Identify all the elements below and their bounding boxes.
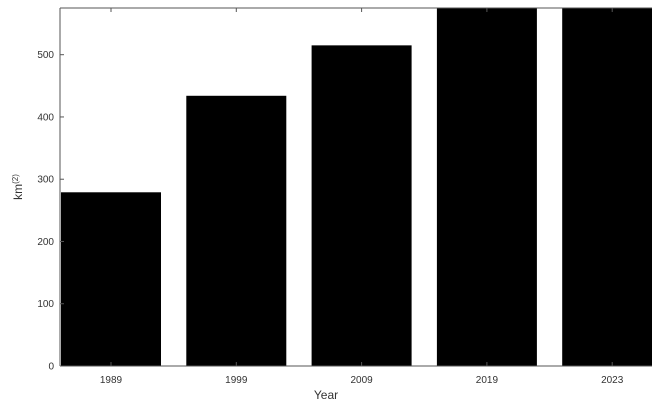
y-tick-label: 200: [37, 237, 54, 248]
y-tick-label: 100: [37, 299, 54, 310]
x-tick-label: 1999: [225, 375, 248, 386]
bars-group: [61, 8, 652, 367]
ticks-group: 1989 1999 2009 2019 2023 0 100 200 300 400 500: [37, 8, 624, 386]
y-tick-label: 400: [37, 112, 54, 123]
x-tick-label: 1989: [100, 375, 123, 386]
x-axis-label: Year: [314, 388, 338, 402]
y-axis-label: km(2): [11, 174, 26, 200]
bar-2019: [436, 8, 537, 366]
bar-1999: [186, 95, 287, 366]
bar-1989: [61, 192, 161, 366]
y-tick-label: 0: [48, 362, 54, 373]
bar-2023: [562, 8, 652, 366]
bar-2009: [311, 45, 412, 367]
y-tick-label: 500: [37, 50, 54, 61]
x-tick-label: 2019: [476, 375, 499, 386]
y-axis-label-base: km: [11, 184, 25, 200]
x-tick-label: 2009: [350, 375, 373, 386]
y-tick-label: 300: [37, 175, 54, 186]
x-tick-label: 2023: [601, 375, 624, 386]
y-axis-label-exponent: (2): [11, 174, 20, 184]
axes-group: [59, 7, 652, 367]
